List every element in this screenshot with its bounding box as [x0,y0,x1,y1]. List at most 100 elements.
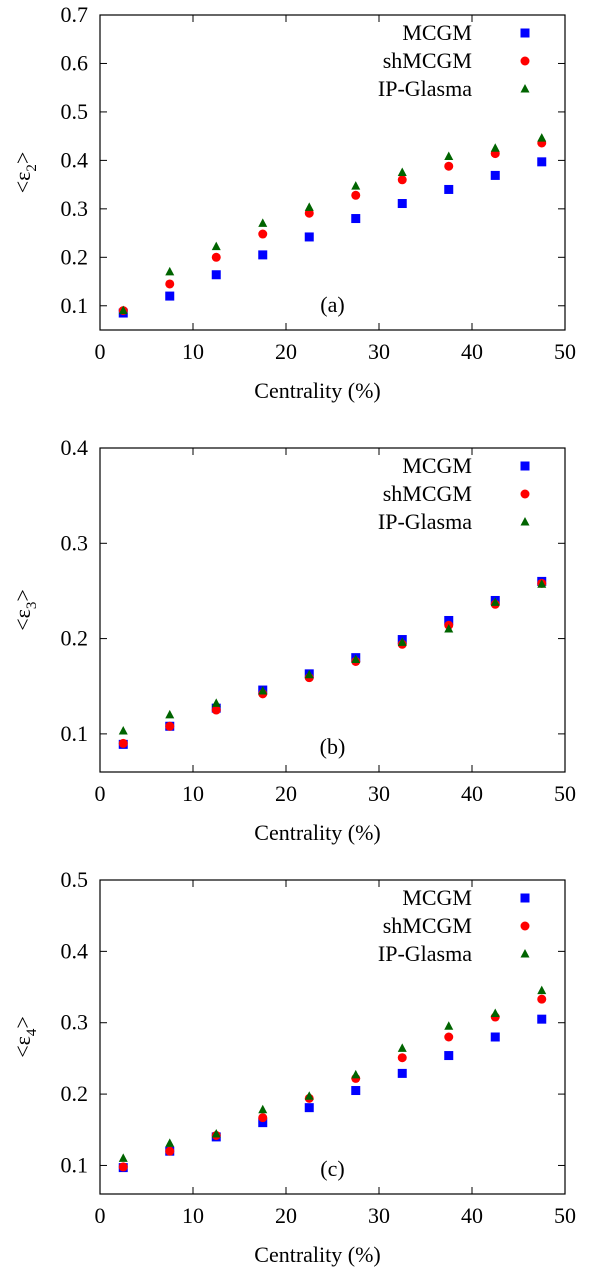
data-point [258,1113,268,1123]
x-tick-label: 40 [461,1203,483,1228]
legend-marker [520,921,530,931]
x-tick-label: 50 [554,781,576,806]
plot-frame [99,879,566,1195]
x-tick-label: 30 [368,781,390,806]
data-point [537,157,547,167]
x-axis-label: Centrality (%) [254,1242,380,1267]
legend-entry-mcgm: MCGM [402,885,530,910]
plot-frame [99,14,566,331]
series-shmcgm [118,138,547,316]
y-tick-label: 0.3 [61,196,89,221]
y-tick-label: 0.4 [61,938,89,963]
x-tick-label: 10 [182,1203,204,1228]
data-point [537,985,547,995]
data-point [118,305,128,315]
data-point [490,1032,500,1042]
data-point [397,199,407,209]
legend: MCGM shMCGM IP-Glasma [378,453,530,534]
data-point [490,143,500,152]
data-point [165,266,175,276]
data-point [165,709,175,719]
data-point [304,208,314,218]
legend-label: shMCGM [383,481,472,506]
data-point [351,1069,361,1079]
data-point [165,1138,175,1147]
data-point [211,698,221,707]
data-point [490,1008,500,1017]
data-point [444,151,454,161]
data-point [118,726,128,735]
legend-marker [520,84,530,93]
legend-entry-shmcgm: shMCGM [383,913,530,938]
data-point [444,624,454,633]
data-point [211,252,221,262]
legend-label: IP-Glasma [378,941,472,966]
y-tick-label: 0.3 [61,1010,89,1035]
y-tick-label: 0.5 [61,867,89,892]
data-point [397,1053,407,1063]
data-point [537,133,547,142]
data-point [351,181,361,190]
series-shmcgm [118,994,547,1172]
plot-frame [99,447,566,773]
data-point [490,170,500,180]
x-tick-label: 0 [95,339,106,364]
legend-entry-mcgm: MCGM [402,453,530,478]
series-ip-glasma [118,985,547,1162]
x-tick-label: 0 [95,781,106,806]
data-point [397,167,407,176]
y-tick-label: 0.1 [61,1152,89,1177]
legend: MCGM shMCGM IP-Glasma [378,885,530,966]
data-point [165,279,175,289]
data-point [211,705,221,715]
legend-marker [520,461,530,471]
data-point [118,1162,128,1172]
data-point [537,1014,547,1024]
y-axis-label: <ε4> [10,1016,40,1058]
data-point [258,686,268,695]
x-axis-label: Centrality (%) [254,378,380,403]
x-tick-label: 10 [182,781,204,806]
data-point [444,1021,454,1030]
data-point [258,1104,268,1114]
data-point [258,229,268,239]
x-tick-label: 30 [368,339,390,364]
data-point [397,637,407,646]
y-tick-label: 0.4 [61,435,89,460]
data-point [444,615,454,625]
data-point [351,214,361,224]
series-ip-glasma [118,579,547,735]
data-point [165,721,175,731]
data-point [304,232,314,242]
series-mcgm [118,1014,547,1173]
data-point [351,1086,361,1096]
legend-label: IP-Glasma [378,76,472,101]
x-tick-label: 20 [275,1203,297,1228]
data-point [304,1091,314,1100]
data-point [258,250,268,260]
data-point [444,1032,454,1042]
y-tick-label: 0.6 [61,50,89,75]
y-tick-label: 0.2 [61,1081,89,1106]
data-point [397,1068,407,1078]
chart-panel-3: 0 10 20 30 40 50 0.1 0.2 0.3 0.4 0.5 Centrality (%)… [10,867,576,1267]
chart-panel-1: 0 10 20 30 40 50 0.1 0.2 0.3 0.4 0.5 0.6 0.7 Centrali… [10,2,576,403]
legend-label: shMCGM [383,913,472,938]
y-tick-label: 0.2 [61,626,89,651]
panel-label: (b) [320,734,346,759]
legend: MCGM shMCGM IP-Glasma [378,20,530,101]
data-point [397,1043,407,1052]
legend-entry-ip-glasma: IP-Glasma [378,941,530,966]
x-tick-label: 0 [95,1203,106,1228]
data-point [351,654,361,664]
legend-marker [520,56,530,66]
data-point [211,270,221,280]
data-point [165,1146,175,1156]
y-tick-label: 0.3 [61,530,89,555]
x-tick-label: 30 [368,1203,390,1228]
legend-entry-mcgm: MCGM [402,20,530,45]
y-tick-label: 0.2 [61,244,89,269]
legend-label: MCGM [402,20,472,45]
legend-marker [520,893,530,903]
